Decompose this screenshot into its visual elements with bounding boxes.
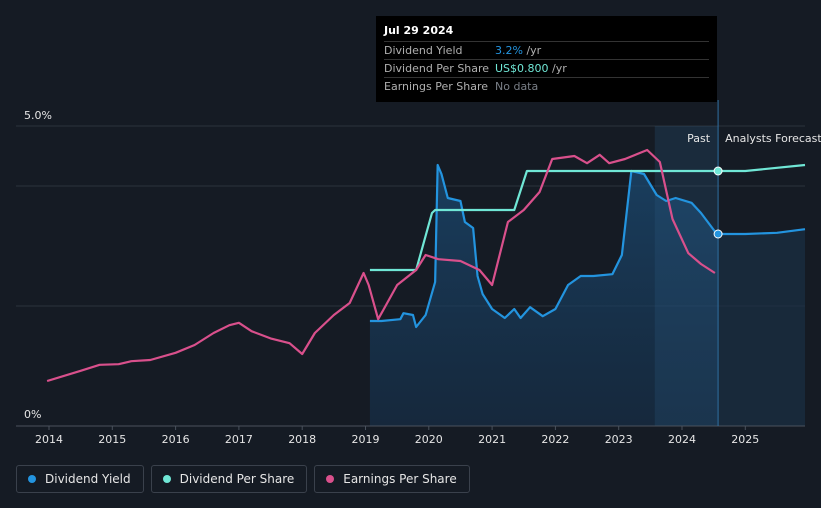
earnings-per-share-line	[46, 148, 716, 383]
tooltip-value: No data	[495, 80, 539, 93]
legend-item-dividend-yield[interactable]: Dividend Yield	[16, 465, 144, 493]
dividend-per-share-line	[369, 163, 806, 272]
tooltip-row-earnings-per-share: Earnings Per Share No data	[384, 77, 709, 95]
legend-label: Dividend Per Share	[179, 472, 295, 486]
dividend-per-share-dot	[713, 166, 723, 176]
legend-label: Earnings Per Share	[343, 472, 457, 486]
x-tick-label: 2023	[605, 433, 633, 446]
x-tick-label: 2020	[415, 433, 443, 446]
x-tick-label: 2024	[668, 433, 696, 446]
legend-dot-icon	[326, 475, 335, 483]
forecast-label: Analysts Forecasts	[725, 132, 821, 145]
x-tick-label: 2018	[288, 433, 316, 446]
past-label: Past	[687, 132, 711, 145]
x-tick-label: 2015	[98, 433, 126, 446]
tooltip-value: US$0.800	[495, 62, 549, 75]
x-tick-label: 2025	[731, 433, 759, 446]
tooltip-date: Jul 29 2024	[384, 24, 454, 37]
highlight-band	[654, 126, 719, 426]
chart-tooltip: Jul 29 2024 Dividend Yield 3.2% /yr Divi…	[376, 16, 717, 102]
dividend-yield-dot	[713, 229, 723, 239]
dividend-yield-line	[369, 163, 806, 329]
tooltip-row-dividend-per-share: Dividend Per Share US$0.800 /yr	[384, 59, 709, 77]
x-tick-label: 2016	[162, 433, 190, 446]
dividend-yield-area	[369, 165, 719, 426]
legend-item-earnings-per-share[interactable]: Earnings Per Share	[314, 465, 470, 493]
x-tick-label: 2017	[225, 433, 253, 446]
tooltip-label: Dividend Per Share	[384, 62, 490, 75]
tooltip-value: 3.2%	[495, 44, 523, 57]
tooltip-label: Earnings Per Share	[384, 80, 489, 93]
tooltip-unit: /yr	[522, 44, 542, 57]
tooltip-label: Dividend Yield	[384, 44, 463, 57]
chart-legend: Dividend Yield Dividend Per Share Earnin…	[16, 465, 477, 493]
x-tick-label: 2014	[35, 433, 63, 446]
forecast-area	[718, 229, 805, 426]
x-tick-label: 2019	[352, 433, 380, 446]
x-tick-label: 2021	[478, 433, 506, 446]
legend-label: Dividend Yield	[45, 472, 131, 486]
legend-dot-icon	[162, 475, 171, 483]
legend-dot-icon	[28, 475, 36, 483]
tooltip-row-dividend-yield: Dividend Yield 3.2% /yr	[384, 41, 709, 59]
x-tick-label: 2022	[541, 433, 569, 446]
legend-item-dividend-per-share[interactable]: Dividend Per Share	[150, 465, 308, 493]
y-tick-label: 5.0%	[24, 109, 52, 122]
tooltip-unit: /yr	[548, 62, 567, 75]
y-tick-label: 0%	[24, 408, 41, 421]
